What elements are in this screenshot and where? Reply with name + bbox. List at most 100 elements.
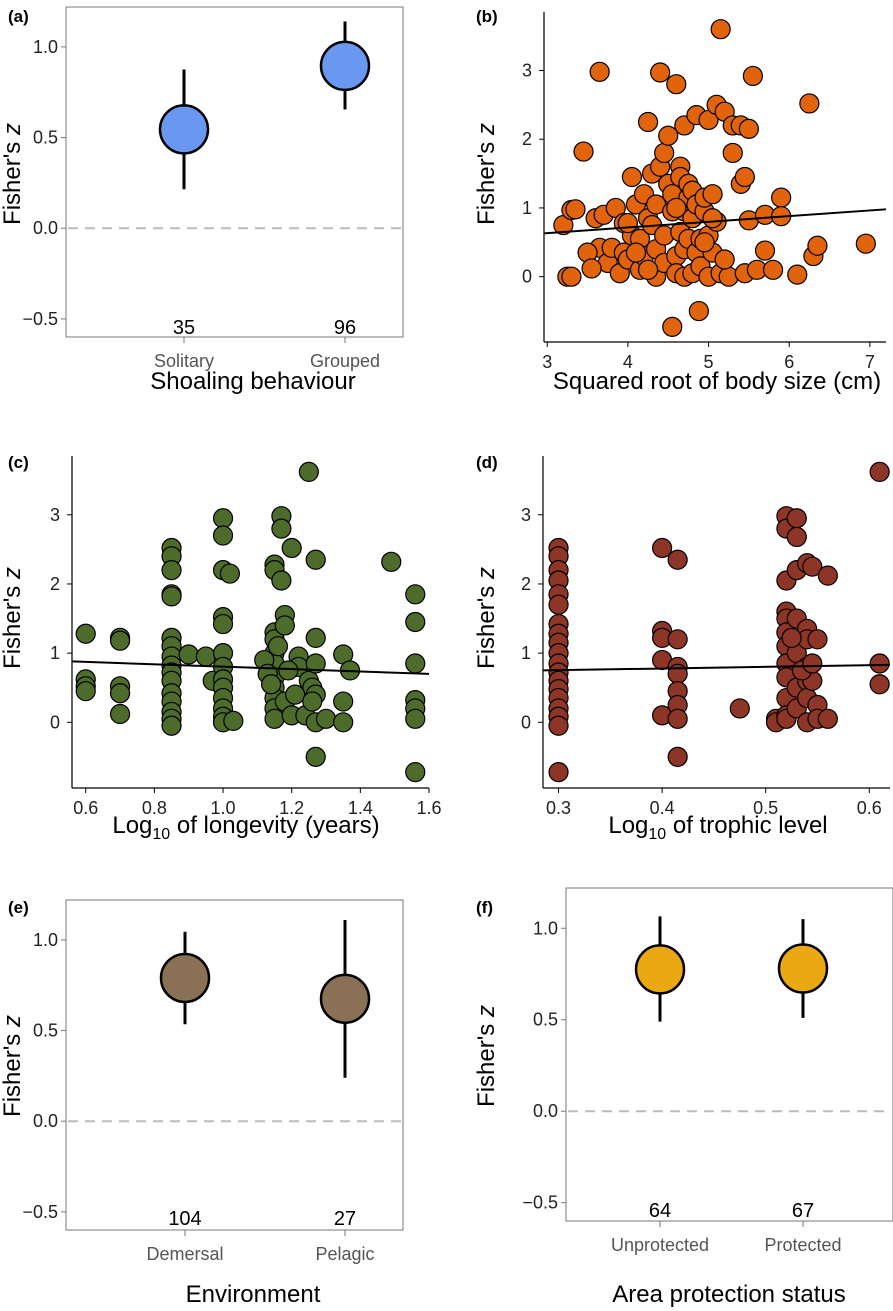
- data-point: [548, 715, 569, 736]
- sample-size-label: 96: [334, 317, 356, 339]
- data-point: [381, 551, 402, 572]
- data-point: [285, 684, 306, 705]
- data-point: [817, 565, 838, 586]
- y-tick-label: 1.0: [33, 930, 58, 950]
- data-point: [161, 715, 182, 736]
- panel-d: (d) 0 1 2 3 0.3 0.4 0.5 0.6 Fisher's z Log10 of…: [473, 453, 891, 843]
- data-point: [281, 537, 302, 559]
- data-point: [754, 240, 776, 261]
- y-tick-label: −0.5: [522, 1193, 558, 1213]
- data-point: [617, 212, 638, 234]
- data-point: [195, 646, 216, 667]
- y-tick-label: 1: [522, 198, 532, 218]
- data-point: [787, 264, 808, 285]
- y-tick-label: 0.5: [533, 1010, 558, 1030]
- data-point: [109, 683, 131, 704]
- trend-line: [71, 660, 430, 675]
- data-point: [212, 508, 234, 529]
- y-tick-label: 0: [50, 712, 60, 732]
- x-tick-label: 3: [542, 352, 552, 372]
- y-tick-label: 2: [50, 574, 60, 594]
- trend-line: [543, 208, 887, 235]
- y-tick-label: 0.0: [533, 1101, 558, 1121]
- category-label: Solitary: [154, 351, 214, 371]
- data-point: [212, 613, 234, 635]
- x-tick-label: 0.6: [857, 798, 882, 818]
- data-point: [333, 691, 354, 712]
- y-axis-title-c: Fisher's z: [0, 567, 26, 669]
- category-label: Demersal: [146, 1244, 223, 1264]
- data-point: [802, 556, 823, 577]
- category-label: Unprotected: [611, 1235, 709, 1255]
- y-tick-label: −0.5: [22, 1202, 58, 1222]
- data-point: [561, 266, 582, 287]
- data-point: [298, 461, 319, 483]
- trend-line: [542, 663, 891, 672]
- x-tick-label: 0.8: [142, 798, 167, 818]
- y-tick-label: 0: [522, 267, 532, 287]
- data-point: [734, 166, 755, 188]
- panel-label-f: (f): [476, 898, 493, 917]
- panel-b: (b) 0 1 2 3 3 4 5 6 7 Fisher's z Squared root of…: [473, 7, 887, 395]
- data-point: [278, 660, 299, 681]
- x-tick-label: 0.3: [546, 798, 571, 818]
- data-point: [817, 708, 838, 729]
- estimate-point: [159, 952, 211, 1004]
- data-point: [573, 141, 594, 162]
- data-point: [799, 93, 820, 114]
- data-point: [109, 630, 131, 651]
- sample-size-label: 35: [173, 317, 195, 339]
- data-point: [75, 681, 96, 702]
- data-point: [161, 560, 182, 581]
- y-tick-label: 0.0: [33, 218, 58, 238]
- y-axis-title-f: Fisher's z: [473, 1005, 500, 1107]
- data-point: [802, 653, 823, 674]
- data-point: [548, 761, 569, 783]
- data-point: [786, 526, 807, 548]
- x-tick-label: 4: [623, 352, 633, 372]
- x-tick-label: 0.4: [650, 798, 675, 818]
- data-point: [807, 629, 828, 650]
- x-tick-label: 1.0: [211, 798, 236, 818]
- data-point: [722, 142, 743, 164]
- panel-label-b: (b): [476, 7, 498, 26]
- sample-size-label: 67: [792, 1200, 814, 1222]
- data-point: [666, 197, 687, 219]
- data-point: [109, 703, 131, 725]
- y-tick-label: 1: [521, 643, 531, 663]
- data-point: [702, 184, 723, 205]
- category-label: Grouped: [310, 351, 380, 371]
- data-point: [710, 19, 731, 40]
- data-point: [807, 235, 828, 256]
- data-point: [565, 199, 586, 220]
- x-tick-label: 1.4: [348, 798, 373, 818]
- data-point: [662, 316, 683, 337]
- data-point: [650, 62, 671, 83]
- panel-label-e: (e): [8, 898, 29, 917]
- data-point: [305, 653, 326, 674]
- plot-frame-a: [65, 6, 404, 338]
- data-point: [315, 708, 337, 729]
- estimate-point: [158, 104, 210, 155]
- data-point: [212, 525, 234, 546]
- y-tick-label: 2: [522, 129, 532, 149]
- y-axis-title-a: Fisher's z: [0, 123, 26, 225]
- data-point: [654, 142, 675, 164]
- data-point: [652, 537, 673, 559]
- data-point: [869, 461, 890, 483]
- data-point: [667, 549, 688, 570]
- data-point: [621, 166, 643, 188]
- data-point: [223, 710, 244, 732]
- data-point: [637, 259, 659, 280]
- data-point: [260, 674, 282, 695]
- panel-label-a: (a): [8, 7, 29, 26]
- data-point: [702, 208, 723, 229]
- x-tick-label: 0.6: [73, 798, 98, 818]
- data-point: [274, 615, 295, 636]
- x-tick-label: 1.6: [416, 798, 441, 818]
- data-point: [667, 629, 688, 650]
- y-axis-title-e: Fisher's z: [0, 1015, 26, 1117]
- data-point: [762, 259, 784, 280]
